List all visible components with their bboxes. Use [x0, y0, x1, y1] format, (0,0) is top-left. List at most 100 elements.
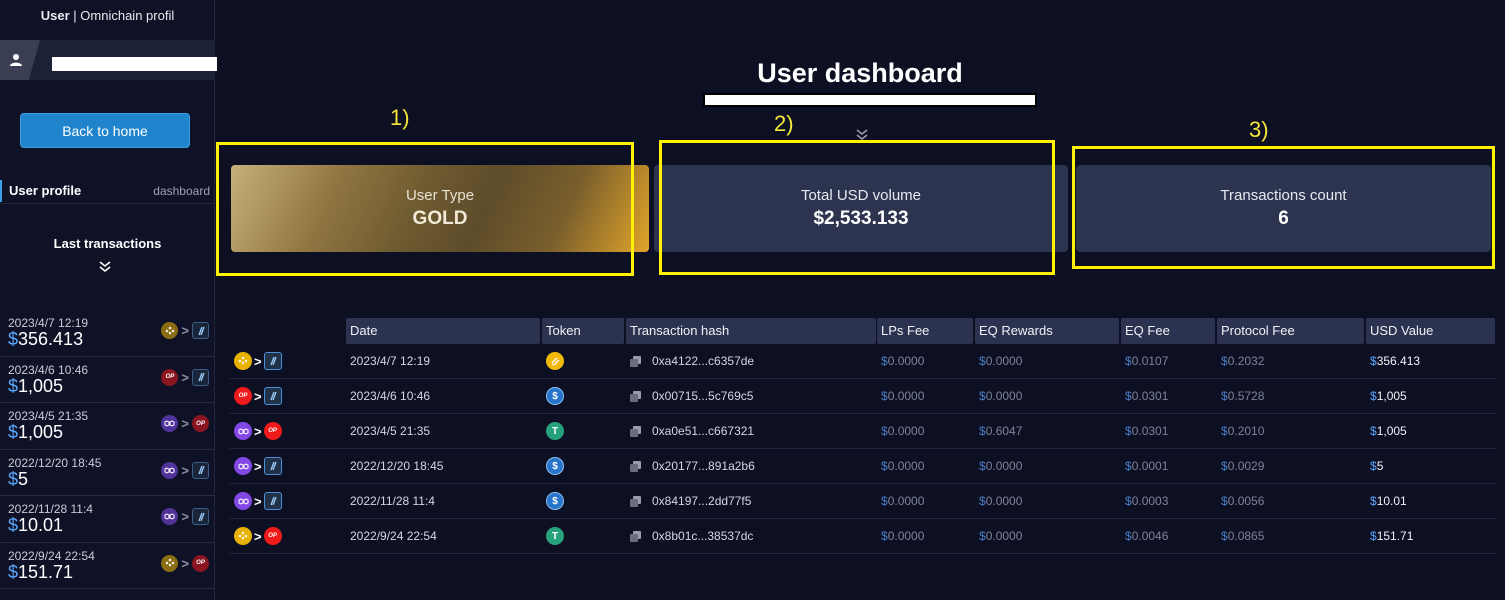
dollar-sign: $: [8, 468, 19, 489]
chevron-right-icon: >: [254, 458, 262, 474]
copy-icon[interactable]: [630, 425, 642, 438]
table-header: Date Token Transaction hash LPs Fee EQ R…: [230, 318, 1495, 344]
last-transactions-heading: Last transactions: [53, 236, 162, 251]
chain-route: >: [234, 492, 282, 510]
cell-eq-fee: $0.0107: [1125, 354, 1169, 368]
col-usd-value: USD Value: [1366, 318, 1495, 344]
cell-lps-fee: $0.0000: [881, 389, 925, 403]
chevron-right-icon: >: [254, 388, 262, 404]
cell-eq-fee: $0.0301: [1125, 424, 1169, 438]
cell-usd-value: $356.413: [1370, 354, 1421, 368]
cell-hash[interactable]: 0x84197...2dd77f5: [626, 484, 751, 519]
polygon-icon: [161, 508, 179, 525]
redacted-subtitle: [703, 93, 1037, 107]
page-title: User dashboard: [757, 58, 963, 88]
hash-value[interactable]: 0x00715...5c769c5: [652, 389, 754, 403]
cell-usd-value: $5: [1370, 459, 1384, 473]
dollar-sign: $: [8, 329, 19, 349]
cell-eq-rewards: $0.0000: [979, 389, 1023, 403]
tab-dashboard[interactable]: dashboard: [153, 184, 210, 198]
sidebar-transaction-date: 2023/4/7 12:19: [8, 316, 89, 330]
arbitrum-icon: [263, 492, 282, 510]
hash-value[interactable]: 0x8b01c...38537dc: [652, 529, 754, 543]
chevron-down-icon[interactable]: [98, 260, 112, 279]
bnb-chain-icon: [234, 527, 252, 545]
sidebar-transaction-amount: $151.71: [8, 562, 73, 583]
cell-usd-value: $151.71: [1370, 529, 1414, 543]
cell-eq-rewards: $0.0000: [979, 459, 1023, 473]
col-eq-fee: EQ Fee: [1121, 318, 1215, 344]
amount-value: 356.413: [18, 329, 84, 349]
cell-lps-fee: $0.0000: [881, 529, 925, 543]
table-row[interactable]: >2023/4/7 12:19 0xa4122...c6357de $0.0000 $…: [230, 344, 1495, 379]
col-lps-fee: LPs Fee: [877, 318, 973, 344]
table-row[interactable]: >2022/11/28 11:4 $0x84197...2dd77f5 $0.000…: [230, 484, 1495, 519]
transactions-table: Date Token Transaction hash LPs Fee EQ R…: [230, 318, 1495, 554]
chevron-right-icon: >: [181, 369, 189, 385]
bnb-chain-icon: [234, 352, 252, 370]
chevron-down-icon[interactable]: [855, 128, 869, 146]
user-icon: [0, 40, 40, 80]
cell-eq-fee: $0.0003: [1125, 494, 1169, 508]
total-volume-label: Total USD volume: [800, 187, 922, 204]
sidebar-transaction-date: 2022/11/28 11:4: [8, 502, 93, 516]
chevron-right-icon: >: [181, 416, 189, 431]
cell-hash[interactable]: 0x00715...5c769c5: [626, 379, 753, 414]
chain-route: > OP: [161, 415, 209, 432]
polygon-icon: [234, 422, 252, 440]
cell-hash[interactable]: 0xa4122...c6357de: [626, 344, 754, 379]
chain-route: > OP: [161, 554, 209, 572]
table-row[interactable]: >2022/12/20 18:45 $0x20177...891a2b6 $0.00…: [230, 449, 1495, 484]
tab-user-profile[interactable]: User profile: [0, 180, 81, 202]
total-volume-card: Total USD volume $2,533.133: [654, 165, 1068, 252]
cell-protocol-fee: $0.0865: [1221, 529, 1265, 543]
bnb-chain-icon: [161, 322, 179, 339]
sidebar-transaction-item[interactable]: 2023/4/6 10:46 $1,005 OP >: [0, 357, 215, 403]
cell-date: 2022/11/28 11:4: [350, 494, 435, 508]
sidebar-transaction-item[interactable]: 2022/12/20 18:45 $5 >: [0, 450, 215, 496]
hash-value[interactable]: 0x84197...2dd77f5: [652, 494, 752, 508]
table-row[interactable]: OP >2023/4/6 10:46 $0x00715...5c769c5 $0.00…: [230, 379, 1495, 414]
cell-lps-fee: $0.0000: [881, 459, 925, 473]
sidebar-transaction-item[interactable]: 2023/4/7 12:19 $356.413 >: [0, 310, 215, 357]
col-date: Date: [346, 318, 540, 344]
copy-icon[interactable]: [630, 390, 642, 403]
sidebar-transaction-date: 2022/12/20 18:45: [8, 455, 102, 470]
cell-protocol-fee: $0.5728: [1221, 389, 1265, 403]
cell-hash[interactable]: 0x8b01c...38537dc: [626, 519, 753, 554]
table-row[interactable]: > OP 2023/4/5 21:35 T 0xa0e51...c667321 $0.00…: [230, 414, 1495, 449]
chevron-right-icon: >: [181, 555, 189, 571]
cell-lps-fee: $0.0000: [881, 354, 925, 368]
highlight-box-1: [216, 142, 634, 276]
table-row[interactable]: > OP 2022/9/24 22:54 T 0x8b01c...38537dc $0.0…: [230, 519, 1495, 554]
dollar-sign: $: [8, 375, 19, 396]
arbitrum-icon: [263, 352, 282, 370]
back-to-home-button[interactable]: Back to home: [20, 113, 190, 148]
app-title-user: User: [40, 8, 70, 23]
hash-value[interactable]: 0xa0e51...c667321: [652, 424, 755, 438]
user-type-card: User Type GOLD: [231, 165, 649, 252]
cell-protocol-fee: $0.2032: [1221, 354, 1265, 368]
sidebar-transaction-item[interactable]: 2022/11/28 11:4 $10.01 >: [0, 496, 215, 543]
copy-icon[interactable]: [630, 355, 642, 368]
cell-hash[interactable]: 0x20177...891a2b6: [626, 449, 755, 484]
sidebar-tabs: User profile dashboard: [0, 180, 215, 204]
user-type-value: GOLD: [412, 208, 468, 229]
copy-icon[interactable]: [630, 460, 642, 473]
cell-protocol-fee: $0.0056: [1221, 494, 1265, 508]
sidebar-transaction-amount: $5: [8, 469, 28, 490]
cell-hash[interactable]: 0xa0e51...c667321: [626, 414, 754, 449]
chain-route: >: [234, 457, 282, 475]
sidebar-transaction-item[interactable]: 2022/9/24 22:54 $151.71 > OP: [0, 543, 215, 589]
sidebar-transaction-item[interactable]: 2023/4/5 21:35 $1,005 > OP: [0, 403, 215, 450]
copy-icon[interactable]: [630, 530, 642, 543]
hash-value[interactable]: 0xa4122...c6357de: [652, 354, 755, 368]
usdt-token-icon: T: [546, 527, 564, 545]
annotation-3: 3): [1249, 117, 1269, 142]
cell-lps-fee: $0.0000: [881, 494, 925, 508]
table-body: >2023/4/7 12:19 0xa4122...c6357de $0.0000 $…: [230, 344, 1495, 554]
hash-value[interactable]: 0x20177...891a2b6: [652, 459, 755, 473]
chain-route: >: [161, 508, 209, 525]
sidebar-transaction-amount: $10.01: [8, 515, 63, 536]
copy-icon[interactable]: [630, 495, 642, 508]
